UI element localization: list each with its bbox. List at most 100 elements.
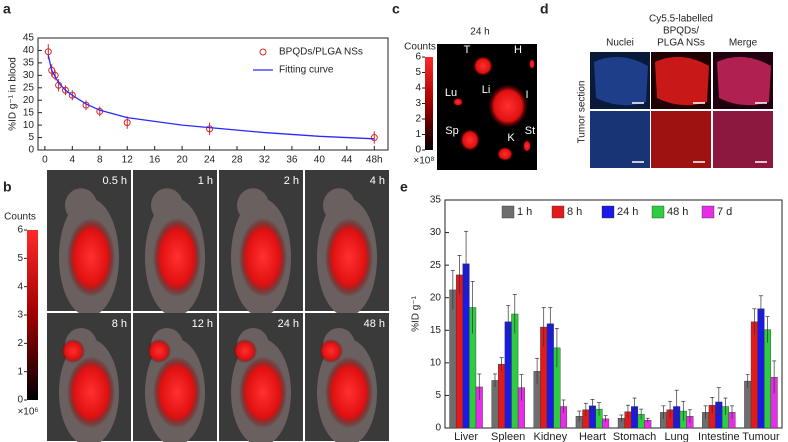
time-label: 4 h — [370, 175, 385, 187]
column-header: Nuclei — [606, 38, 634, 49]
organ-label: Sp — [445, 125, 458, 137]
column-header: Cy5.5-labelled — [649, 14, 713, 25]
legend-swatch — [701, 205, 715, 219]
organ-label: St — [525, 125, 535, 137]
colorbar-tick-label: 4 — [415, 83, 421, 94]
colorbar-tick-label: 1 — [415, 129, 421, 140]
fluorescence — [319, 339, 343, 363]
tissue — [713, 111, 773, 168]
time-label: 8 h — [112, 318, 127, 330]
tissue — [655, 56, 709, 106]
colorbar-exponent: ×10⁸ — [413, 156, 434, 167]
x-tick-label: 8 — [97, 155, 103, 166]
bar — [455, 274, 463, 429]
column-header: Merge — [729, 38, 758, 49]
x-tick-label: 44 — [341, 155, 353, 166]
organ-signal — [460, 129, 480, 151]
x-tick-label: 16 — [149, 155, 161, 166]
y-tick-label: 30 — [23, 70, 35, 81]
x-tick-label: Intestine — [698, 431, 740, 442]
fluorescence — [67, 356, 115, 429]
legend-swatch — [551, 205, 565, 219]
legend-swatch — [651, 205, 665, 219]
data-point — [61, 86, 69, 94]
y-tick-label: 20 — [23, 95, 35, 106]
colorbar — [425, 57, 433, 150]
organ-label: I — [525, 89, 528, 101]
x-tick-label: 24 — [204, 155, 216, 166]
organ-signal — [497, 147, 513, 161]
fluorescence — [239, 217, 287, 297]
bar — [449, 289, 457, 429]
fluorescence — [325, 217, 373, 297]
mouse-head — [151, 188, 183, 223]
legend-label: 24 h — [617, 206, 638, 218]
legend-label: 7 d — [717, 206, 732, 218]
organ-label: K — [507, 132, 515, 144]
x-tick-label: Spleen — [491, 431, 525, 442]
colorbar-tick-label: 2 — [17, 338, 23, 349]
fluorescence — [233, 339, 257, 363]
legend-label: BPQDs/PLGA NSs — [279, 47, 363, 58]
y-tick-label: 40 — [23, 45, 35, 56]
x-tick-label: 0 — [42, 155, 48, 166]
y-tick-label: 35 — [23, 58, 35, 69]
y-tick-label: 10 — [430, 357, 442, 368]
colorbar-tick-label: 3 — [17, 310, 23, 321]
y-tick-label: 45 — [23, 33, 35, 44]
panel-label: c — [392, 1, 400, 17]
y-tick-label: 25 — [23, 82, 35, 93]
y-tick-label: 15 — [23, 107, 35, 118]
colorbar-tick-label: 1 — [17, 366, 23, 377]
colorbar-tick-label: 0 — [415, 145, 421, 156]
colorbar-tick-label: 2 — [415, 114, 421, 125]
panel-label: b — [3, 179, 12, 195]
organ-signal — [488, 84, 528, 128]
fluorescence — [239, 356, 287, 429]
data-point — [123, 119, 131, 127]
organ-signal — [453, 98, 463, 106]
y-tick-label: 5 — [435, 390, 441, 401]
bar — [757, 308, 765, 429]
colorbar-tick-label: 6 — [17, 225, 23, 236]
data-point — [44, 48, 52, 56]
bar — [498, 363, 506, 429]
y-tick-label: 10 — [23, 120, 35, 131]
legend-swatch — [501, 205, 515, 219]
column-header: BPQDs/ — [663, 26, 699, 37]
organ-signal — [529, 59, 535, 69]
plot-frame — [444, 199, 783, 429]
y-tick-label: 5 — [28, 132, 34, 143]
fluorescence — [153, 356, 201, 429]
bar — [764, 329, 772, 429]
y-axis-label: %ID g⁻¹ — [411, 295, 422, 332]
fluorescence — [67, 217, 115, 297]
fluorescence — [325, 356, 373, 429]
tissue — [651, 111, 711, 168]
colorbar — [27, 230, 38, 400]
x-tick-label: Lung — [664, 431, 688, 442]
x-tick-label: Tumour — [742, 431, 780, 442]
mouse-head — [65, 188, 97, 223]
colorbar-tick-label: 4 — [17, 281, 23, 292]
bar — [744, 380, 752, 429]
image-title: 24 h — [470, 27, 489, 38]
time-label: 48 h — [364, 318, 385, 330]
colorbar-tick-label: 0 — [17, 395, 23, 406]
organ-label: H — [514, 44, 522, 56]
plot-frame — [37, 37, 389, 151]
x-tick-label: 20 — [177, 155, 189, 166]
organ-signal — [523, 140, 531, 152]
time-label: 2 h — [284, 175, 299, 187]
x-tick-label: 12 — [122, 155, 134, 166]
data-point — [206, 125, 214, 133]
organ-label: T — [464, 44, 471, 56]
time-label: 24 h — [278, 318, 299, 330]
x-tick-label: Stomach — [613, 431, 656, 442]
colorbar-exponent: ×10⁶ — [17, 407, 38, 418]
x-tick-label: 4 — [70, 155, 76, 166]
data-point — [370, 134, 378, 142]
y-tick-label: 30 — [430, 227, 442, 238]
bar — [750, 321, 758, 429]
